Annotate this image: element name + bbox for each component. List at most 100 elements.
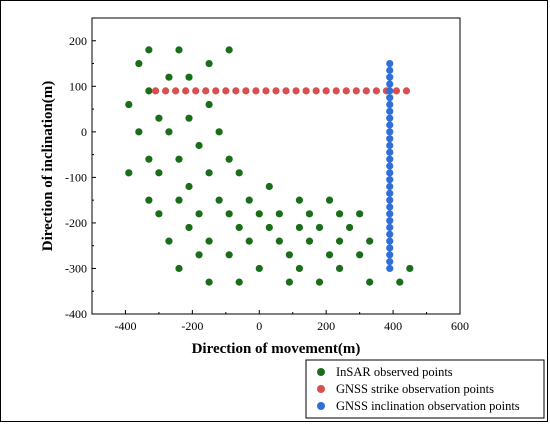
- insar-point: [245, 237, 253, 245]
- gnss-strike-point: [212, 87, 220, 95]
- gnss-inclination-point: [386, 210, 394, 218]
- insar-point: [185, 114, 193, 122]
- insar-point: [275, 210, 283, 218]
- insar-point: [185, 73, 193, 81]
- insar-point: [356, 251, 364, 259]
- gnss-inclination-point: [386, 59, 394, 68]
- gnss-inclination-point: [386, 94, 394, 102]
- insar-point: [125, 169, 133, 177]
- x-axis-label: Direction of movement(m): [192, 341, 361, 357]
- x-tick-label: -200: [181, 319, 203, 333]
- gnss-strike-point: [332, 87, 340, 95]
- gnss-inclination-point: [386, 135, 394, 143]
- insar-point: [406, 264, 414, 273]
- gnss-inclination-point: [386, 182, 394, 191]
- insar-point: [155, 114, 163, 122]
- gnss-strike-legend-marker: [317, 385, 325, 393]
- gnss-strike-point: [151, 87, 160, 95]
- gnss-inclination-point: [386, 128, 394, 136]
- insar-point: [356, 210, 364, 218]
- insar-point: [265, 182, 273, 191]
- insar-point: [245, 196, 253, 204]
- insar-point: [305, 237, 314, 245]
- gnss-inclination-point: [386, 66, 394, 74]
- gnss-inclination-point: [386, 196, 394, 204]
- insar-point: [185, 182, 193, 191]
- insar-point: [325, 251, 334, 259]
- gnss-strike-point: [232, 87, 240, 95]
- plot-area: [91, 17, 461, 315]
- insar-point: [225, 155, 233, 163]
- insar-point: [165, 237, 173, 245]
- gnss-strike-point: [392, 87, 401, 95]
- gnss-strike-point: [252, 87, 260, 95]
- insar-point: [366, 237, 374, 245]
- x-tick-label: 400: [384, 319, 402, 333]
- gnss-inclination-point: [386, 107, 394, 115]
- insar-point: [335, 237, 344, 245]
- gnss-strike-point: [222, 87, 230, 95]
- gnss-inclination-point: [386, 141, 394, 150]
- plot-border: [91, 17, 461, 315]
- gnss-strike-legend-label: GNSS strike observation points: [336, 382, 494, 396]
- insar-point: [205, 237, 213, 245]
- gnss-inclination-point: [386, 162, 394, 170]
- insar-point: [205, 278, 213, 286]
- insar-legend-label: InSAR observed points: [336, 365, 453, 379]
- insar-point: [366, 278, 374, 286]
- gnss-inclination-point: [386, 217, 394, 225]
- gnss-strike-point: [342, 87, 350, 95]
- insar-point: [235, 169, 243, 177]
- gnss-inclination-point: [386, 121, 394, 129]
- gnss-inclination-point: [386, 203, 394, 211]
- gnss-inclination-point: [386, 148, 394, 156]
- gnss-strike-point: [172, 87, 180, 95]
- insar-point: [285, 251, 293, 259]
- gnss-strike-point: [182, 87, 190, 95]
- insar-point: [165, 73, 173, 81]
- gnss-inclination-point: [386, 114, 394, 122]
- x-tick-label: -400: [114, 319, 136, 333]
- insar-point: [225, 46, 233, 54]
- insar-point: [155, 169, 163, 177]
- insar-point: [195, 210, 203, 218]
- gnss-strike-point: [352, 87, 360, 95]
- x-tick-label: 600: [451, 319, 469, 333]
- insar-point: [235, 223, 243, 232]
- insar-point: [135, 128, 143, 136]
- gnss-inclination-legend-marker: [317, 402, 325, 410]
- insar-point: [295, 264, 304, 273]
- gnss-strike-point: [322, 87, 330, 95]
- gnss-inclination-point: [386, 155, 394, 163]
- insar-point: [175, 196, 183, 204]
- insar-point: [255, 264, 263, 273]
- insar-point: [145, 87, 153, 95]
- gnss-inclination-point: [386, 87, 394, 95]
- gnss-inclination-point: [386, 73, 394, 81]
- gnss-inclination-point: [386, 80, 394, 88]
- gnss-strike-point: [202, 87, 210, 95]
- gnss-inclination-point: [386, 258, 394, 266]
- insar-point: [255, 210, 263, 218]
- insar-point: [185, 223, 193, 232]
- x-tick-label: 0: [256, 319, 262, 333]
- insar-point: [335, 264, 344, 273]
- gnss-inclination-point: [386, 169, 394, 177]
- gnss-inclination-point: [386, 100, 394, 109]
- insar-point: [155, 210, 163, 218]
- gnss-inclination-legend-label: GNSS inclination observation points: [336, 399, 520, 413]
- gnss-inclination-point: [386, 264, 394, 273]
- insar-point: [125, 100, 133, 109]
- y-tick-label: -100: [65, 170, 87, 184]
- insar-point: [175, 46, 183, 54]
- gnss-strike-point: [312, 87, 320, 95]
- gnss-strike-point: [272, 87, 280, 95]
- gnss-strike-point: [292, 87, 300, 95]
- gnss-strike-point: [192, 87, 200, 95]
- y-tick-label: -200: [65, 216, 87, 230]
- insar-point: [205, 59, 213, 68]
- insar-point: [265, 223, 273, 232]
- insar-point: [145, 155, 153, 163]
- insar-point: [205, 169, 213, 177]
